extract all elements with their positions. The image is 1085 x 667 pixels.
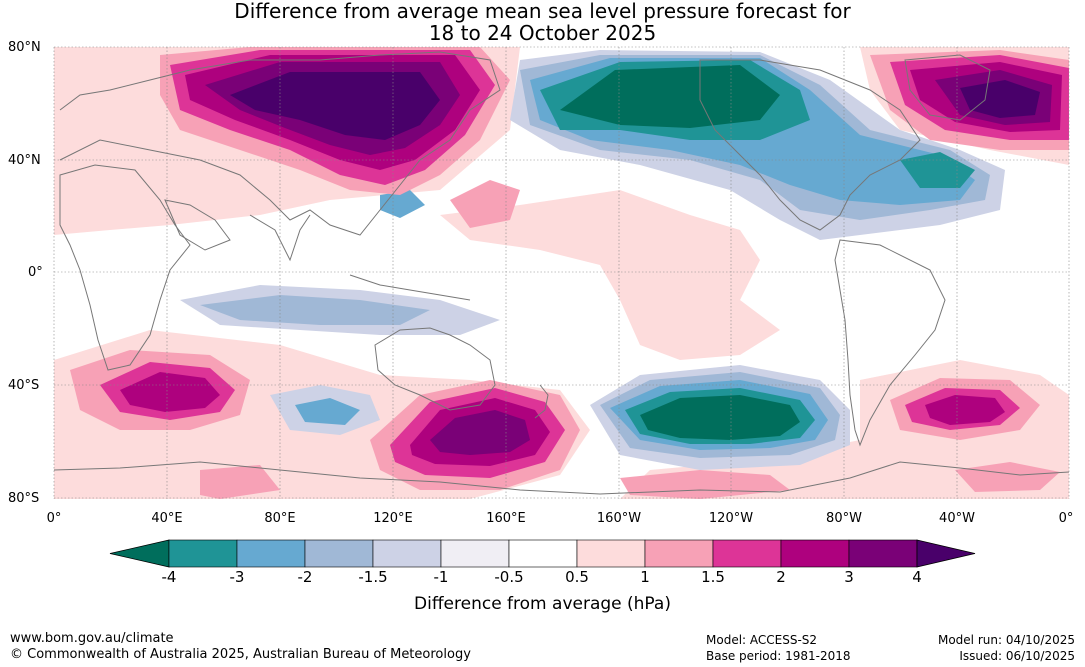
map-title-line-1: Difference from average mean sea level p… (234, 0, 851, 23)
lon-tick-label: 80°W (826, 511, 862, 526)
colorbar-tick-label: -3 (229, 568, 245, 586)
coastline-arabia (164, 199, 231, 251)
strong-positive-region (120, 372, 220, 412)
colorbar-tick-label: -0.5 (494, 568, 524, 586)
peak-positive-region (960, 80, 1040, 118)
negative-region (295, 398, 360, 425)
lon-tick-label: 40°W (939, 511, 975, 526)
colorbar-tick-label: -4 (161, 568, 177, 586)
lat-tick-label: 80°S (8, 491, 40, 506)
footer-site: www.bom.gov.au/climate (10, 631, 174, 646)
colorbar-tick-label: -1.5 (358, 568, 388, 586)
lat-tick-label: 40°N (8, 153, 41, 168)
colorbar-arrow-min (109, 539, 170, 568)
colorbar-tick-label: 4 (912, 568, 922, 586)
footer-model-run: Model run: 04/10/2025 (937, 633, 1075, 647)
negative-region (380, 190, 425, 218)
coastline-north-america (699, 59, 921, 231)
lat-tick-label: 40°S (8, 378, 40, 393)
footer-copyright: © Commonwealth of Australia 2025, Austra… (10, 647, 471, 662)
colorbar-swatch (576, 539, 646, 568)
lon-tick-label: 160°E (486, 511, 526, 526)
coastlines (54, 51, 1069, 495)
positive-region (200, 465, 280, 499)
colorbar-swatch (372, 539, 442, 568)
lon-tick-label: 120°W (708, 511, 754, 526)
colorbar-swatch (848, 539, 918, 568)
colorbar-label: Difference from average (hPa) (414, 594, 671, 614)
coastline-india (249, 214, 311, 262)
lon-tick-label: 120°E (373, 511, 413, 526)
strong-positive-region (430, 410, 530, 455)
coastline-indonesia (349, 274, 471, 301)
colorbar-tick-label: 1 (640, 568, 650, 586)
colorbar-swatch (780, 539, 850, 568)
positive-region (450, 180, 520, 228)
colorbar-tick-label: 0.5 (565, 568, 589, 586)
colorbar-tick-label: 3 (844, 568, 854, 586)
colorbar-tick-label: 1.5 (701, 568, 725, 586)
peak-positive-region (230, 72, 440, 140)
negative-region (200, 295, 430, 325)
footer-model: Model: ACCESS-S2 (706, 633, 818, 647)
footer-issued: Issued: 06/10/2025 (959, 649, 1075, 663)
colorbar-swatch (304, 539, 374, 568)
colorbar-swatch (440, 539, 510, 568)
coastline-south-america (834, 239, 946, 447)
map-title-line-2: 18 to 24 October 2025 (428, 21, 657, 45)
weak-positive-region (440, 190, 780, 360)
footer-base-period: Base period: 1981-2018 (706, 649, 851, 663)
coastline-new-zealand (534, 384, 549, 419)
colorbar-tick-label: 2 (776, 568, 786, 586)
colorbar-swatch (712, 539, 782, 568)
colorbar-swatch (168, 539, 238, 568)
lat-tick-label: 80°N (8, 40, 41, 55)
graticule (53, 46, 1070, 499)
lon-tick-label: 80°E (264, 511, 296, 526)
anomaly-contours (54, 47, 1069, 499)
lat-tick-label: 0° (28, 265, 43, 280)
colorbar-arrow-max (916, 539, 976, 568)
lon-tick-label: 160°W (596, 511, 642, 526)
strong-negative-region (640, 395, 800, 440)
lon-tick-label: 0° (1058, 511, 1074, 526)
strong-positive-region (925, 395, 1005, 425)
colorbar-swatch (508, 539, 578, 568)
map-title: Difference from average mean sea level p… (0, 0, 1085, 44)
colorbar-swatch (236, 539, 306, 568)
coastline-africa (59, 164, 191, 371)
lon-tick-label: 0° (46, 511, 62, 526)
strong-negative-region (900, 152, 975, 188)
colorbar-tick-label: -1 (433, 568, 449, 586)
colorbar-tick-label: -2 (297, 568, 313, 586)
colorbar (109, 539, 976, 568)
strong-negative-region (560, 65, 780, 128)
coastline-eurasia (59, 51, 501, 236)
positive-region (955, 462, 1060, 492)
lon-tick-label: 40°E (151, 511, 183, 526)
coastline-antarctica (54, 461, 1069, 495)
colorbar-swatch (644, 539, 714, 568)
coastline-greenland (904, 54, 991, 121)
